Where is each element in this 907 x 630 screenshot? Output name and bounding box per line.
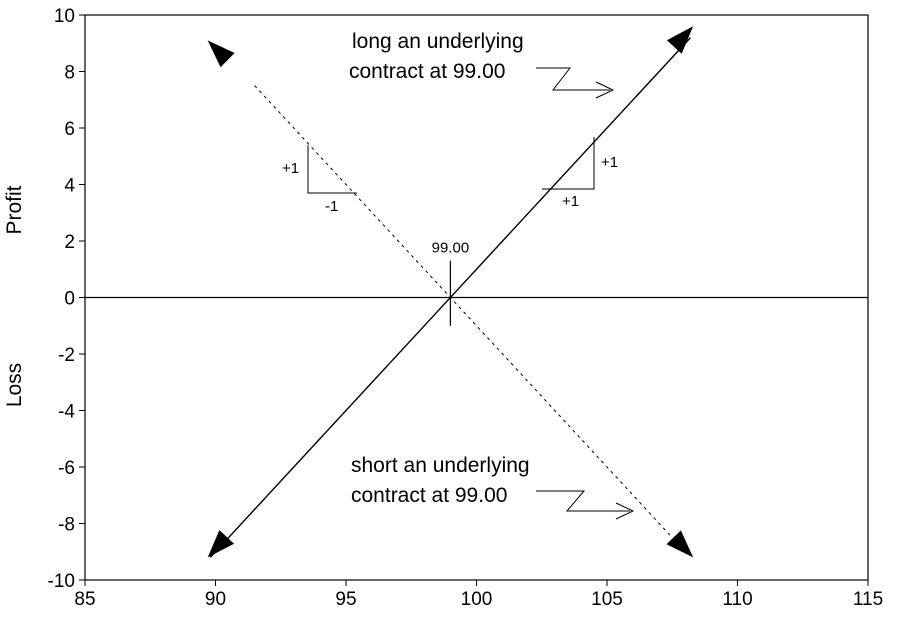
- y-tick-label: 10: [54, 6, 75, 27]
- long-annotation-line1: long an underlying: [352, 30, 524, 53]
- y-tick-label: 8: [64, 63, 75, 84]
- short-payoff-line: [254, 85, 673, 538]
- strike-label: 99.00: [432, 239, 470, 256]
- long-rise-label: +1: [601, 154, 618, 171]
- x-tick-label: 95: [335, 589, 356, 610]
- long-run-label: +1: [562, 193, 579, 210]
- axis-ticks: 85 90 95 100 105 110 115 10 8 6 4 2 0 -2 -4 -6 -8 -10: [48, 6, 884, 610]
- x-tick-label: 105: [591, 589, 623, 610]
- x-tick-label: 110: [722, 589, 752, 610]
- y-tick-label: 6: [64, 119, 75, 140]
- y-tick-label: -4: [58, 402, 75, 423]
- long-annotation-arrowhead: [595, 81, 615, 99]
- short-arrow-upper: [207, 40, 235, 68]
- y-tick-label: 4: [64, 176, 75, 197]
- y-tick-label: -8: [58, 515, 75, 536]
- long-arrow-lower: [207, 530, 235, 558]
- short-annotation-leader: [536, 490, 630, 512]
- short-arrow-lower: [666, 530, 694, 558]
- short-annotation-line1: short an underlying: [351, 454, 530, 477]
- y-tick-label: 2: [64, 232, 75, 253]
- long-annotation-leader: [536, 67, 610, 91]
- y-tick-label: -10: [48, 571, 75, 592]
- x-tick-label: 85: [74, 589, 95, 610]
- x-tick-label: 115: [853, 589, 883, 610]
- y-tick-label: -2: [58, 345, 75, 366]
- y-label-loss: Loss: [3, 363, 26, 407]
- long-annotation-line2: contract at 99.00: [349, 60, 505, 83]
- long-slope-triangle: [542, 137, 595, 190]
- x-tick-label: 90: [205, 589, 226, 610]
- short-run-label: -1: [325, 198, 338, 215]
- y-label-profit: Profit: [3, 185, 26, 234]
- short-annotation-arrowhead: [615, 502, 635, 520]
- y-tick-label: 0: [64, 289, 75, 310]
- short-rise-label: +1: [282, 160, 299, 177]
- short-slope-triangle: [307, 145, 357, 194]
- short-annotation-line2: contract at 99.00: [351, 484, 507, 507]
- x-tick-label: 100: [461, 589, 493, 610]
- y-tick-label: -6: [58, 458, 75, 479]
- long-arrow-upper: [666, 26, 694, 54]
